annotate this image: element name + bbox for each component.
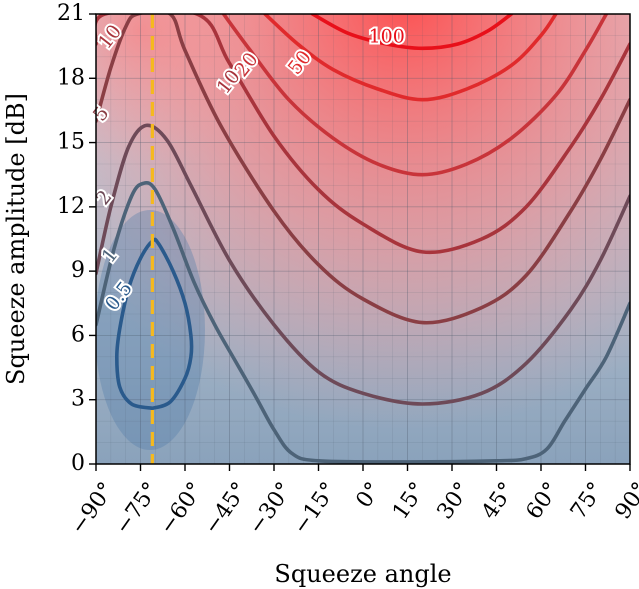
x-tick-label: 60° xyxy=(522,478,565,524)
contour-label: 100 xyxy=(369,26,405,48)
y-axis-title: Squeeze amplitude [dB] xyxy=(2,93,30,385)
grid-lines xyxy=(96,14,630,464)
x-tick-label: −90° xyxy=(66,478,119,539)
x-tick-label: −60° xyxy=(155,478,208,539)
y-tick-label: 15 xyxy=(57,130,85,155)
contour-line-5 xyxy=(96,14,630,325)
x-axis-title: Squeeze angle xyxy=(274,560,451,588)
x-tick-label: 90° xyxy=(611,478,639,524)
y-tick-label: 9 xyxy=(71,258,85,283)
x-tick-label: 30° xyxy=(433,478,476,524)
x-axis-ticks: −90°−75°−60°−45°−30°−15° 0° 15° 30° 45° 60° 75… xyxy=(66,464,639,539)
y-tick-label: 12 xyxy=(57,194,85,219)
contour-line-20 xyxy=(221,14,609,177)
contour-line-100 xyxy=(310,14,514,51)
contour-line-50 xyxy=(263,14,558,102)
x-tick-label: −15° xyxy=(288,478,341,539)
plot-background xyxy=(96,14,630,464)
contour-line-0-5 xyxy=(115,237,194,411)
y-tick-label: 6 xyxy=(71,322,85,347)
contour-line-2 xyxy=(96,123,630,406)
y-axis-ticks: 0 3 6 9 12 15 18 21 xyxy=(57,1,96,476)
y-tick-label: 0 xyxy=(71,451,85,476)
contour-line-10 xyxy=(96,14,630,255)
y-tick-label: 3 xyxy=(71,387,85,412)
contour-line-1 xyxy=(96,180,630,464)
contour-lines xyxy=(96,14,630,464)
y-tick-label: 21 xyxy=(57,1,85,26)
x-tick-label: 15° xyxy=(388,478,431,524)
x-tick-label: 45° xyxy=(477,478,520,524)
x-tick-label: −30° xyxy=(244,478,297,539)
y-tick-label: 18 xyxy=(57,65,85,90)
x-tick-label: 75° xyxy=(566,478,609,524)
x-tick-label: −45° xyxy=(199,478,252,539)
x-tick-label: 0° xyxy=(352,478,387,513)
x-tick-label: −75° xyxy=(110,478,163,539)
